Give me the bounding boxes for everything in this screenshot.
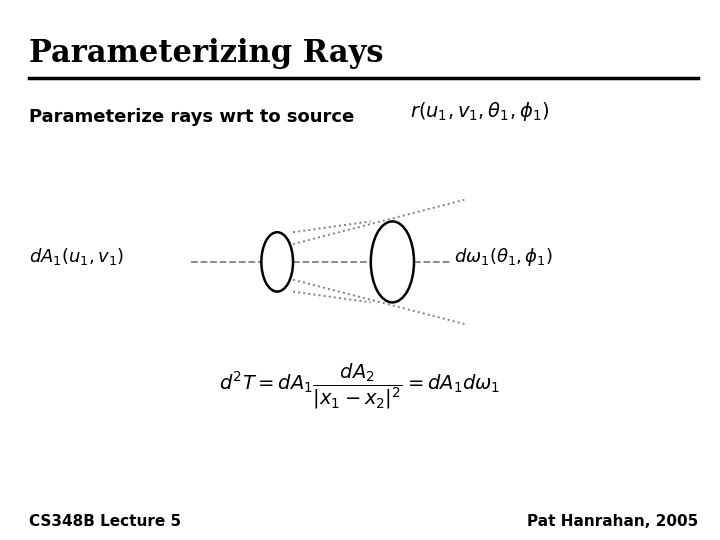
Text: $r(u_1, v_1, \theta_1, \phi_1)$: $r(u_1, v_1, \theta_1, \phi_1)$ (410, 100, 549, 123)
Text: CS348B Lecture 5: CS348B Lecture 5 (29, 514, 181, 529)
Text: Parameterizing Rays: Parameterizing Rays (29, 38, 383, 69)
Text: $d\omega_1(\theta_1, \phi_1)$: $d\omega_1(\theta_1, \phi_1)$ (454, 246, 552, 267)
Text: $dA_1(u_1, v_1)$: $dA_1(u_1, v_1)$ (29, 246, 124, 267)
Text: $d^2T = dA_1 \dfrac{dA_2}{|x_1 - x_2|^2} = dA_1 d\omega_1$: $d^2T = dA_1 \dfrac{dA_2}{|x_1 - x_2|^2}… (220, 361, 500, 411)
Text: Parameterize rays wrt to source: Parameterize rays wrt to source (29, 108, 354, 126)
Text: Pat Hanrahan, 2005: Pat Hanrahan, 2005 (527, 514, 698, 529)
